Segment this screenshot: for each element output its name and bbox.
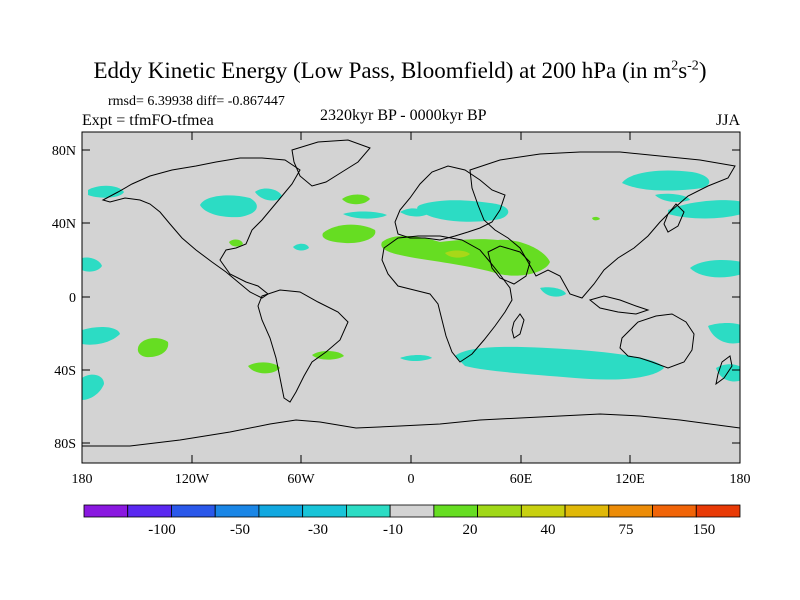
lon-label: 180 <box>72 472 93 487</box>
colorbar-label: -10 <box>383 522 403 538</box>
lat-label: 80N <box>52 144 76 159</box>
anomaly-region <box>655 193 690 203</box>
anomaly-region <box>248 362 280 374</box>
anomaly-region <box>255 188 282 201</box>
colorbar-labels: -100 -50 -30 -10 20 40 75 150 <box>148 522 715 538</box>
stats-label: rmsd= 6.39938 diff= -0.867447 <box>108 94 285 109</box>
colorbar-swatch <box>477 504 522 518</box>
colorbar-swatch <box>433 504 478 518</box>
coastline-asia <box>469 151 736 299</box>
latitude-axis <box>82 149 740 444</box>
colorbar-swatch <box>608 504 653 518</box>
colorbar-swatch <box>389 504 435 518</box>
coastline-new-zealand <box>715 355 733 386</box>
coastline-indonesia <box>588 295 650 315</box>
map-background <box>82 132 740 463</box>
colorbar-label: -100 <box>148 522 176 538</box>
colorbar-label: 40 <box>541 522 556 538</box>
period-label: 2320kyr BP - 0000kyr BP <box>320 107 487 124</box>
lon-label: 120E <box>615 472 645 487</box>
anomaly-region <box>82 374 104 400</box>
coastline-australia <box>619 313 695 369</box>
colorbar-label: 75 <box>619 522 634 538</box>
colorbar-label: -30 <box>308 522 328 538</box>
anomaly-region <box>82 257 102 272</box>
anomaly-region <box>417 200 509 222</box>
latitude-labels: 80N 40N 0 40S 80S <box>52 144 76 452</box>
colorbar-swatch <box>520 504 566 518</box>
anomaly-field <box>82 139 740 447</box>
lon-label: 60W <box>287 472 315 487</box>
longitude-axis <box>81 132 741 463</box>
anomaly-region <box>137 338 169 358</box>
anomaly-region <box>668 200 740 219</box>
coastlines <box>82 139 740 447</box>
coastline-madagascar <box>511 313 525 339</box>
colorbar-swatch <box>127 504 172 518</box>
anomaly-region <box>322 224 376 244</box>
anomaly-region <box>88 185 124 198</box>
coastline-antarctica <box>82 413 740 447</box>
lat-label: 80S <box>54 437 76 452</box>
anomaly-region <box>293 243 309 251</box>
colorbar-swatch <box>652 504 697 518</box>
lat-label: 40N <box>52 217 76 232</box>
anomaly-region <box>622 170 710 191</box>
anomaly-region <box>343 211 387 219</box>
anomaly-region <box>229 239 243 247</box>
season-label: JJA <box>716 112 741 129</box>
anomaly-region <box>400 355 432 361</box>
colorbar-swatch <box>171 504 216 518</box>
coastline-japan <box>663 203 685 233</box>
lon-label: 180 <box>730 472 751 487</box>
anomaly-region <box>312 350 344 360</box>
anomaly-region <box>455 346 664 380</box>
lon-label: 0 <box>408 472 415 487</box>
coastline-south-america <box>257 289 349 403</box>
colorbar-label: 150 <box>693 522 716 538</box>
plot-title: Eddy Kinetic Energy (Low Pass, Bloomfiel… <box>93 58 707 83</box>
colorbar-swatch <box>302 504 347 518</box>
anomaly-region <box>690 260 740 278</box>
lat-label: 40S <box>54 364 76 379</box>
lat-label: 0 <box>69 291 76 306</box>
anomaly-region <box>708 323 740 344</box>
negative-anomaly-regions <box>82 170 740 400</box>
lon-label: 120W <box>175 472 210 487</box>
colorbar-swatch <box>214 504 260 518</box>
coastline-europe <box>394 165 506 241</box>
colorbar-swatch <box>258 504 304 518</box>
coastline-north-america <box>101 157 301 299</box>
anomaly-region <box>592 216 600 221</box>
lon-label: 60E <box>510 472 533 487</box>
experiment-label: Expt = tfmFO-tfmea <box>82 112 214 129</box>
colorbar-label: -50 <box>230 522 250 538</box>
anomaly-region <box>200 195 257 218</box>
longitude-labels: 180 120W 60W 0 60E 120E 180 <box>72 472 751 487</box>
colorbar-swatch <box>345 504 391 518</box>
anomaly-region <box>342 194 370 205</box>
colorbar-swatch <box>83 504 129 518</box>
colorbar <box>83 504 741 518</box>
colorbar-swatch <box>564 504 610 518</box>
colorbar-label: 20 <box>463 522 478 538</box>
colorbar-swatch <box>695 504 741 518</box>
peak-anomaly-region <box>445 250 470 258</box>
coastline-arabia <box>487 245 531 285</box>
anomaly-region <box>540 287 566 297</box>
anomaly-region <box>82 326 120 345</box>
coastline-africa <box>381 235 513 363</box>
coastline-greenland <box>291 139 371 187</box>
